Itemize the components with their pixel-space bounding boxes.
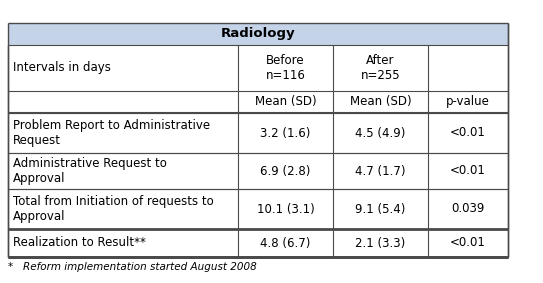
Text: <0.01: <0.01 [450,237,486,250]
Text: 4.7 (1.7): 4.7 (1.7) [355,164,406,177]
Text: 6.9 (2.8): 6.9 (2.8) [260,164,311,177]
Text: 0.039: 0.039 [451,203,485,215]
Text: 10.1 (3.1): 10.1 (3.1) [257,203,314,215]
Text: <0.01: <0.01 [450,164,486,177]
Bar [8,23,508,45]
Text: p-value: p-value [446,95,490,108]
Text: 9.1 (5.4): 9.1 (5.4) [355,203,406,215]
Text: <0.01: <0.01 [450,127,486,140]
Text: Mean (SD): Mean (SD) [255,95,317,108]
Text: Realization to Result**: Realization to Result** [13,237,146,250]
Text: Problem Report to Administrative
Request: Problem Report to Administrative Request [13,119,210,147]
Text: 4.8 (6.7): 4.8 (6.7) [260,237,311,250]
Text: Radiology: Radiology [220,27,295,40]
Text: 4.5 (4.9): 4.5 (4.9) [355,127,406,140]
Text: 2.1 (3.3): 2.1 (3.3) [355,237,406,250]
Text: After
n=255: After n=255 [361,54,400,82]
Text: Total from Initiation of requests to
Approval: Total from Initiation of requests to App… [13,195,214,223]
Text: Before
n=116: Before n=116 [266,54,305,82]
Text: Mean (SD): Mean (SD) [350,95,411,108]
Text: Intervals in days: Intervals in days [13,61,111,74]
Text: Administrative Request to
Approval: Administrative Request to Approval [13,157,167,185]
Text: 3.2 (1.6): 3.2 (1.6) [260,127,311,140]
Text: *   Reform implementation started August 2008: * Reform implementation started August 2… [8,262,257,272]
